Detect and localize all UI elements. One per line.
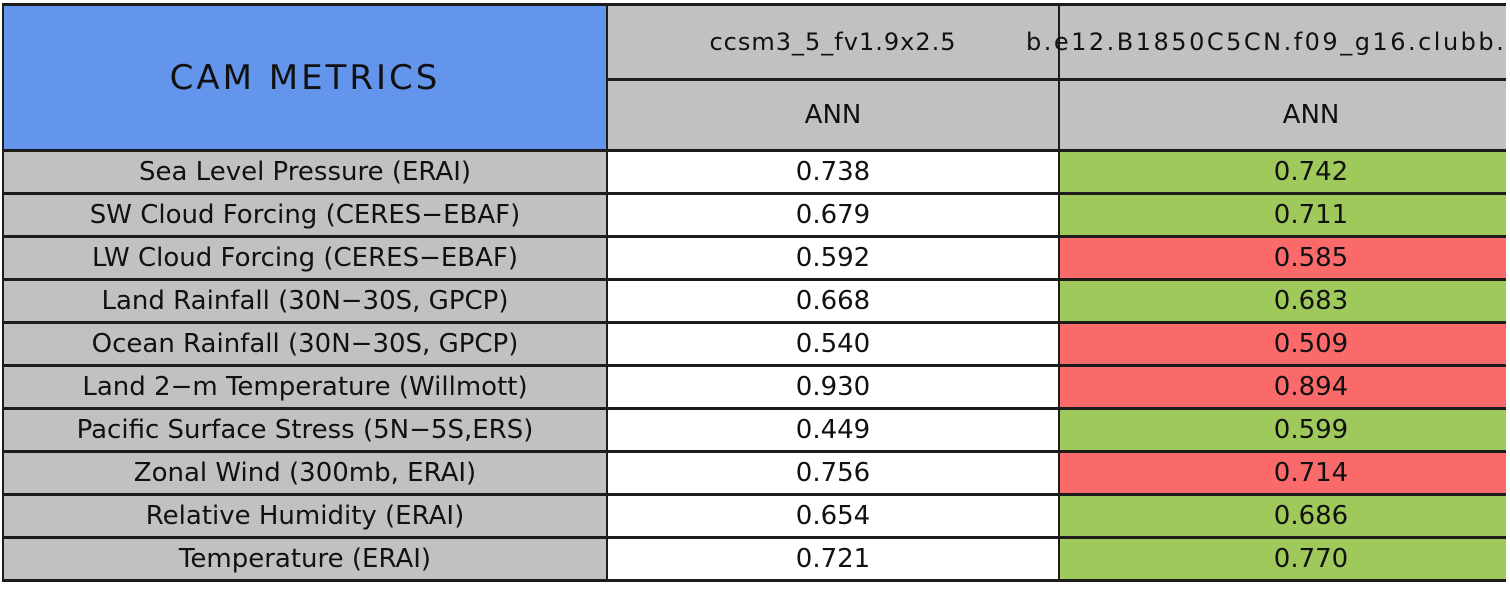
test-value: 0.686	[1058, 493, 1506, 539]
test-value: 0.585	[1058, 235, 1506, 281]
test-value: 0.714	[1058, 450, 1506, 496]
baseline-value: 0.721	[606, 536, 1060, 582]
table-row: Pacific Surface Stress (5N−5S,ERS) 0.449…	[2, 407, 1506, 453]
metric-label: Pacific Surface Stress (5N−5S,ERS)	[2, 407, 608, 453]
baseline-value: 0.756	[606, 450, 1060, 496]
baseline-value: 0.654	[606, 493, 1060, 539]
baseline-value: 0.668	[606, 278, 1060, 324]
table-row: Land Rainfall (30N−30S, GPCP) 0.668 0.68…	[2, 278, 1506, 324]
metric-label: Temperature (ERAI)	[2, 536, 608, 582]
test-value: 0.509	[1058, 321, 1506, 367]
baseline-value: 0.930	[606, 364, 1060, 410]
metric-label: Zonal Wind (300mb, ERAI)	[2, 450, 608, 496]
baseline-model-header: ccsm3_5_fv1.9x2.5	[606, 3, 1060, 81]
metric-label: SW Cloud Forcing (CERES−EBAF)	[2, 192, 608, 238]
test-value: 0.894	[1058, 364, 1506, 410]
test-value: 0.711	[1058, 192, 1506, 238]
table-row: Land 2−m Temperature (Willmott) 0.930 0.…	[2, 364, 1506, 410]
baseline-season-header: ANN	[606, 78, 1060, 152]
metric-label: Land 2−m Temperature (Willmott)	[2, 364, 608, 410]
cam-metrics-table: CAM METRICS ccsm3_5_fv1.9x2.5 b.e12.B185…	[2, 3, 1506, 582]
baseline-value: 0.540	[606, 321, 1060, 367]
test-value: 0.683	[1058, 278, 1506, 324]
table-title: CAM METRICS	[2, 3, 608, 152]
table-row: Relative Humidity (ERAI) 0.654 0.686	[2, 493, 1506, 539]
baseline-value: 0.679	[606, 192, 1060, 238]
metric-label: LW Cloud Forcing (CERES−EBAF)	[2, 235, 608, 281]
test-season-header: ANN	[1058, 78, 1506, 152]
test-value: 0.742	[1058, 149, 1506, 195]
test-value: 0.770	[1058, 536, 1506, 582]
metrics-table-container: CAM METRICS ccsm3_5_fv1.9x2.5 b.e12.B185…	[2, 3, 1506, 609]
metric-label: Relative Humidity (ERAI)	[2, 493, 608, 539]
test-value: 0.599	[1058, 407, 1506, 453]
table-row: LW Cloud Forcing (CERES−EBAF) 0.592 0.58…	[2, 235, 1506, 281]
test-model-name: b.e12.B1850C5CN.f09_g16.clubb.00	[1026, 28, 1506, 56]
metric-label: Sea Level Pressure (ERAI)	[2, 149, 608, 195]
baseline-value: 0.592	[606, 235, 1060, 281]
table-row: Temperature (ERAI) 0.721 0.770	[2, 536, 1506, 582]
header-row-seasons: ANN ANN	[3, 78, 1506, 152]
baseline-value: 0.738	[606, 149, 1060, 195]
table-row: Sea Level Pressure (ERAI) 0.738 0.742	[2, 149, 1506, 195]
metric-label: Ocean Rainfall (30N−30S, GPCP)	[2, 321, 608, 367]
header-row-models: CAM METRICS ccsm3_5_fv1.9x2.5 b.e12.B185…	[2, 3, 1506, 152]
baseline-value: 0.449	[606, 407, 1060, 453]
metric-label: Land Rainfall (30N−30S, GPCP)	[2, 278, 608, 324]
table-row: Zonal Wind (300mb, ERAI) 0.756 0.714	[2, 450, 1506, 496]
table-row: SW Cloud Forcing (CERES−EBAF) 0.679 0.71…	[2, 192, 1506, 238]
test-model-header: b.e12.B1850C5CN.f09_g16.clubb.00	[1026, 3, 1506, 81]
table-row: Ocean Rainfall (30N−30S, GPCP) 0.540 0.5…	[2, 321, 1506, 367]
